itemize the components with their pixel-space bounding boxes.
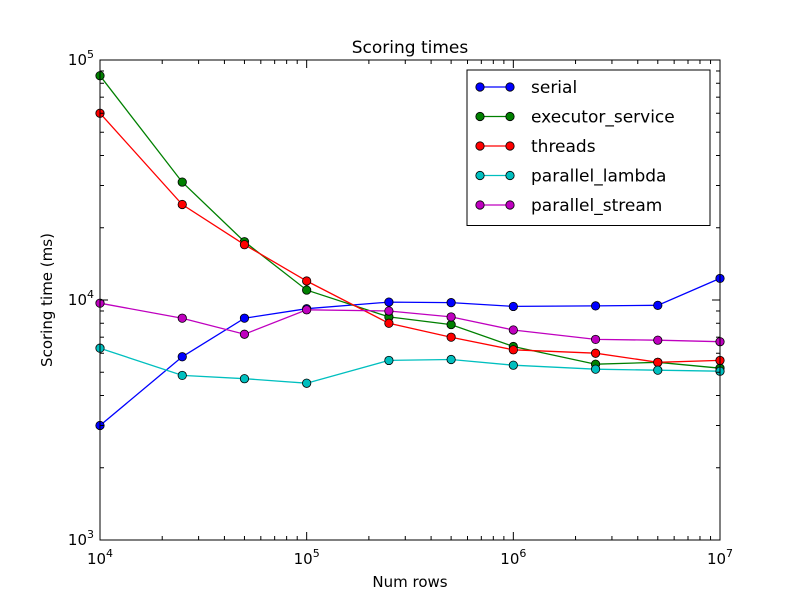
threads-point bbox=[590, 348, 601, 358]
x-tick-label: 107 bbox=[707, 547, 733, 568]
legend-label-executor-service: executor_service bbox=[531, 108, 675, 128]
parallel-lambda-point bbox=[508, 360, 518, 370]
y-axis-label: Scoring time (ms) bbox=[38, 233, 56, 367]
parallel-stream-line bbox=[99, 302, 721, 343]
x-axis-label: Num rows bbox=[372, 573, 447, 591]
plot-area-frame bbox=[99, 59, 721, 541]
threads-point bbox=[653, 357, 663, 367]
parallel-stream-point bbox=[239, 329, 250, 339]
legend-marker-threads bbox=[505, 141, 515, 151]
legend-marker-parallel-lambda bbox=[505, 170, 515, 181]
executor-service-line bbox=[99, 75, 721, 369]
parallel-lambda-point bbox=[239, 374, 250, 384]
serial-point bbox=[177, 352, 187, 362]
parallel-lambda-point bbox=[384, 355, 394, 366]
executor-service-point bbox=[302, 285, 312, 295]
parallel-stream-point bbox=[384, 306, 394, 316]
parallel-lambda-point bbox=[446, 354, 456, 365]
parallel-stream-point bbox=[590, 334, 601, 345]
chart-title: Scoring times bbox=[352, 38, 469, 58]
legend-marker-serial bbox=[475, 82, 485, 92]
legend-label-threads: threads bbox=[531, 137, 596, 157]
threads-point bbox=[302, 276, 312, 286]
parallel-stream-point bbox=[446, 312, 456, 322]
y-tick-label: 103 bbox=[68, 528, 94, 549]
executor-service-point bbox=[177, 177, 187, 187]
threads-line bbox=[99, 112, 721, 363]
serial-point bbox=[653, 300, 663, 310]
legend-marker-serial bbox=[505, 82, 515, 92]
series-serial bbox=[95, 273, 725, 431]
parallel-stream-point bbox=[302, 305, 312, 315]
parallel-lambda-point bbox=[177, 370, 187, 381]
parallel-stream-point bbox=[177, 313, 187, 323]
series-threads bbox=[95, 108, 725, 367]
legend-marker-parallel-stream bbox=[505, 200, 515, 210]
legend-marker-executor-service bbox=[505, 111, 515, 122]
parallel-lambda-line bbox=[99, 347, 721, 384]
threads-point bbox=[446, 332, 456, 342]
parallel-lambda-point bbox=[302, 378, 312, 388]
serial-point bbox=[446, 298, 456, 308]
series-parallel-lambda bbox=[95, 343, 725, 388]
legend-label-parallel-lambda: parallel_lambda bbox=[531, 167, 666, 187]
x-tick-label: 105 bbox=[294, 547, 320, 568]
y-tick-label: 104 bbox=[68, 288, 94, 309]
threads-point bbox=[508, 345, 518, 355]
y-tick-label: 105 bbox=[68, 48, 94, 69]
serial-point bbox=[590, 301, 601, 311]
serial-point bbox=[508, 301, 518, 312]
serial-point bbox=[384, 297, 394, 307]
series-parallel-stream bbox=[95, 298, 725, 347]
parallel-stream-point bbox=[508, 325, 518, 335]
threads-point bbox=[239, 240, 250, 250]
serial-line bbox=[99, 277, 721, 426]
parallel-stream-point bbox=[653, 335, 663, 345]
serial-point bbox=[239, 313, 250, 323]
x-tick-label: 106 bbox=[500, 547, 526, 568]
legend-label-parallel-stream: parallel_stream bbox=[531, 196, 662, 216]
parallel-lambda-point bbox=[590, 364, 601, 374]
executor-service-point bbox=[446, 319, 456, 330]
legend-marker-threads bbox=[475, 141, 485, 151]
series-layer bbox=[95, 71, 725, 431]
threads-point bbox=[177, 199, 187, 210]
x-tick-label: 104 bbox=[87, 547, 113, 568]
legend-label-serial: serial bbox=[531, 78, 577, 98]
legend-marker-parallel-stream bbox=[475, 200, 485, 210]
parallel-lambda-point bbox=[653, 365, 663, 375]
threads-point bbox=[384, 318, 394, 328]
legend-marker-executor-service bbox=[475, 111, 485, 122]
legend-marker-parallel-lambda bbox=[475, 170, 485, 181]
